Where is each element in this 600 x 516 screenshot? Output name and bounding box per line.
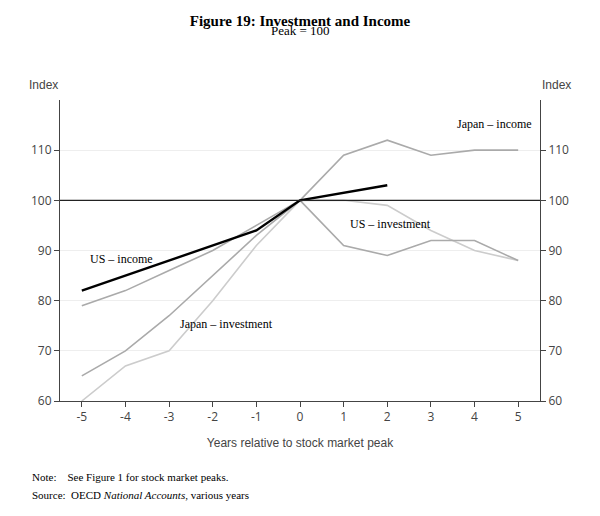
svg-text:90: 90 [548,242,562,259]
svg-text:Peak = 100: Peak = 100 [271,23,330,38]
svg-text:70: 70 [38,342,52,359]
svg-text:110: 110 [548,141,569,158]
svg-text:100: 100 [31,192,52,209]
svg-text:-3: -3 [164,408,175,425]
svg-text:-4: -4 [120,408,131,425]
svg-text:Source: OECD National Account: Source: OECD National Accounts, various … [32,489,249,501]
svg-text:110: 110 [31,141,52,158]
svg-text:Years relative to stock market: Years relative to stock market peak [207,436,394,450]
svg-text:3: 3 [427,408,434,425]
svg-text:Index: Index [542,78,571,92]
svg-text:80: 80 [38,292,52,309]
svg-text:Index: Index [29,78,58,92]
svg-text:70: 70 [548,342,562,359]
svg-text:US – income: US – income [90,252,153,266]
svg-text:Figure 19: Investment and Inco: Figure 19: Investment and Income [190,13,411,29]
svg-text:US – investment: US – investment [350,217,431,231]
svg-text:0: 0 [297,408,304,425]
svg-text:5: 5 [515,408,522,425]
svg-text:80: 80 [548,292,562,309]
svg-text:60: 60 [38,392,52,409]
svg-text:4: 4 [471,408,478,425]
svg-text:Japan – investment: Japan – investment [180,317,273,331]
svg-text:Japan – income: Japan – income [457,117,532,131]
svg-text:90: 90 [38,242,52,259]
svg-text:-1: -1 [251,408,262,425]
svg-text:2: 2 [384,408,391,425]
svg-text:Note: See Figure 1 for stoc: Note: See Figure 1 for stock market peak… [32,471,229,483]
svg-text:-2: -2 [207,408,218,425]
svg-text:60: 60 [548,392,562,409]
svg-text:-5: -5 [76,408,87,425]
svg-text:100: 100 [548,192,569,209]
svg-text:1: 1 [340,408,347,425]
